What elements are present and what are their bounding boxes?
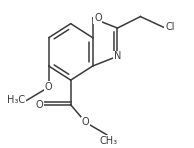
Text: H₃C: H₃C	[7, 95, 25, 105]
Text: O: O	[45, 82, 52, 92]
Text: N: N	[114, 51, 121, 61]
Text: O: O	[82, 118, 89, 127]
Text: CH₃: CH₃	[100, 136, 118, 146]
Text: Cl: Cl	[165, 22, 175, 32]
Text: O: O	[94, 13, 102, 23]
Text: O: O	[35, 100, 43, 110]
